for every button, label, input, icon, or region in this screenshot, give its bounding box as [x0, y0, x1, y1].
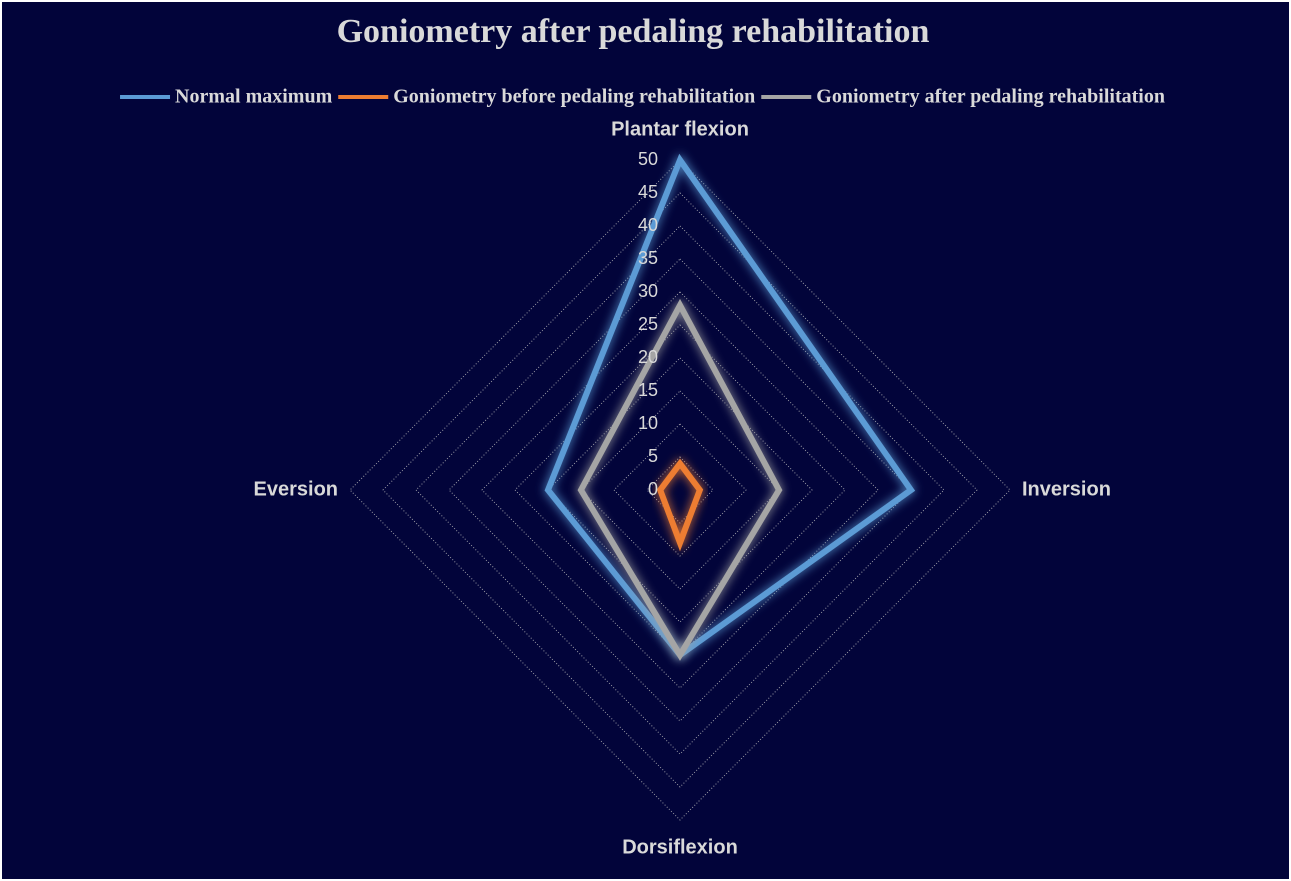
- r-tick-label: 50: [638, 149, 658, 169]
- category-label: Plantar flexion: [611, 118, 749, 140]
- series-line: [656, 458, 704, 552]
- r-tick-label: 0: [648, 479, 658, 499]
- r-tick-label: 20: [638, 347, 658, 367]
- r-tick-label: 15: [638, 380, 658, 400]
- legend-label: Goniometry before pedaling rehabilitatio…: [393, 86, 755, 108]
- grid-ring: [349, 159, 1011, 821]
- category-label: Inversion: [1022, 478, 1111, 500]
- labels: 0 5 10 15 20 25 30 35 40 45 50 Plantar flexion Inver…: [254, 118, 1111, 858]
- r-tick-label: 40: [638, 215, 658, 235]
- legend: Normal maximum Goniometry before pedaling…: [120, 86, 1165, 108]
- series-group: [544, 153, 916, 661]
- grid-ring: [580, 390, 780, 590]
- category-label: Dorsiflexion: [622, 836, 738, 858]
- r-tick-label: 10: [638, 413, 658, 433]
- r-tick-label: 25: [638, 314, 658, 334]
- chart-title: Goniometry after pedaling rehabilitation: [337, 13, 930, 50]
- grid-ring: [646, 456, 714, 524]
- r-tick-label: 35: [638, 248, 658, 268]
- legend-label: Goniometry after pedaling rehabilitation: [816, 86, 1165, 108]
- r-tick-label: 30: [638, 281, 658, 301]
- legend-label: Normal maximum: [175, 86, 333, 108]
- grid-ring: [382, 192, 978, 788]
- r-tick-label: 5: [648, 446, 658, 466]
- category-label: Eversion: [254, 478, 338, 500]
- grid-ring: [613, 423, 747, 557]
- grid-ring: [481, 291, 879, 689]
- series-line: [577, 298, 783, 661]
- r-tick-label: 45: [638, 182, 658, 202]
